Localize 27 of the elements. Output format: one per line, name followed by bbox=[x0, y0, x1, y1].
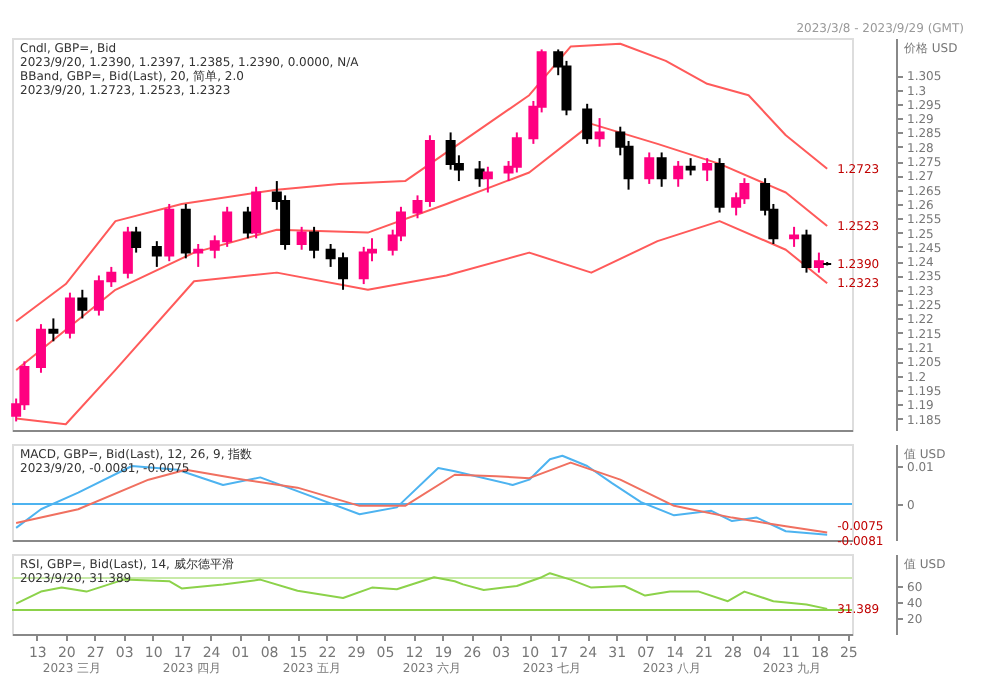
candlestick bbox=[35, 323, 46, 374]
line-series bbox=[15, 42, 829, 323]
candlestick bbox=[482, 165, 493, 194]
candlestick bbox=[48, 317, 59, 343]
candlestick bbox=[251, 185, 262, 240]
candlestick bbox=[131, 225, 142, 254]
candlestick bbox=[801, 228, 812, 274]
candlestick bbox=[309, 225, 320, 260]
candlestick bbox=[673, 160, 684, 188]
candlestick bbox=[193, 243, 204, 268]
candlestick bbox=[64, 291, 75, 340]
candlestick bbox=[358, 245, 369, 286]
candlestick bbox=[582, 102, 593, 145]
candlestick bbox=[594, 117, 605, 148]
candlestick bbox=[164, 202, 175, 263]
candlestick bbox=[813, 251, 824, 274]
candlestick bbox=[702, 157, 713, 183]
candlestick bbox=[714, 157, 725, 214]
candlestick bbox=[77, 288, 88, 320]
candlestick bbox=[122, 225, 133, 280]
candlestick bbox=[644, 151, 655, 185]
candlestick bbox=[151, 240, 162, 268]
candlestick bbox=[511, 131, 522, 174]
candlestick bbox=[180, 202, 191, 260]
candlestick bbox=[296, 225, 307, 251]
candlestick bbox=[656, 151, 667, 188]
candlestick bbox=[789, 225, 800, 248]
